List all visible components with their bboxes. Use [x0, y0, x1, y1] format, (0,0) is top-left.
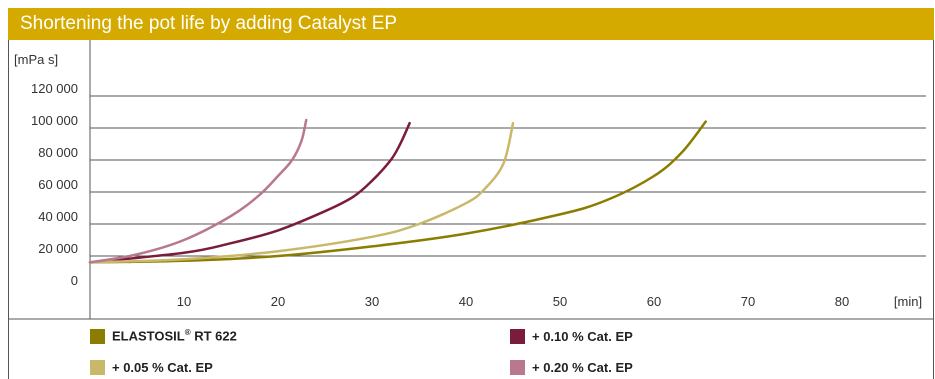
legend-label-cat-010: + 0.10 % Cat. EP	[532, 328, 633, 344]
y-tick-label: 20 000	[38, 241, 78, 256]
title-bar: Shortening the pot life by adding Cataly…	[8, 8, 934, 40]
legend-swatch-cat-020	[510, 359, 525, 375]
legend-swatch-cat-005	[90, 359, 105, 375]
legend-item-elastosil: ELASTOSIL® RT 622	[90, 328, 237, 344]
series-line-0	[88, 120, 707, 264]
legend-label-cat-005: + 0.05 % Cat. EP	[112, 359, 213, 375]
legend-item-cat-005: + 0.05 % Cat. EP	[90, 359, 213, 375]
x-tick-label: 50	[553, 294, 567, 309]
y-tick-label: 120 000	[31, 81, 78, 96]
legend-label-cat-020: + 0.20 % Cat. EP	[532, 359, 633, 375]
chart-frame	[8, 8, 934, 379]
x-axis-label: [min]	[894, 294, 922, 309]
legend-item-cat-020: + 0.20 % Cat. EP	[510, 359, 633, 375]
series-line-2	[88, 121, 515, 264]
y-tick-label: 40 000	[38, 209, 78, 224]
x-tick-label: 20	[271, 294, 285, 309]
y-tick-label: 80 000	[38, 145, 78, 160]
series-line-1	[88, 121, 411, 264]
legend-swatch-cat-010	[510, 328, 525, 344]
legend-label-elastosil: ELASTOSIL® RT 622	[112, 328, 237, 344]
chart-title: Shortening the pot life by adding Cataly…	[20, 13, 398, 34]
legend-item-cat-010: + 0.10 % Cat. EP	[510, 328, 633, 344]
series-line-3	[88, 118, 308, 264]
y-axis-label: [mPa s]	[14, 52, 58, 67]
x-tick-label: 80	[835, 294, 849, 309]
x-tick-label: 30	[365, 294, 379, 309]
legend-swatch-elastosil	[90, 328, 105, 344]
y-tick-label: 0	[71, 273, 78, 288]
x-tick-label: 10	[177, 294, 191, 309]
x-tick-label: 40	[459, 294, 473, 309]
y-tick-label: 100 000	[31, 113, 78, 128]
y-tick-label: 60 000	[38, 177, 78, 192]
x-tick-label: 70	[741, 294, 755, 309]
x-tick-label: 60	[647, 294, 661, 309]
